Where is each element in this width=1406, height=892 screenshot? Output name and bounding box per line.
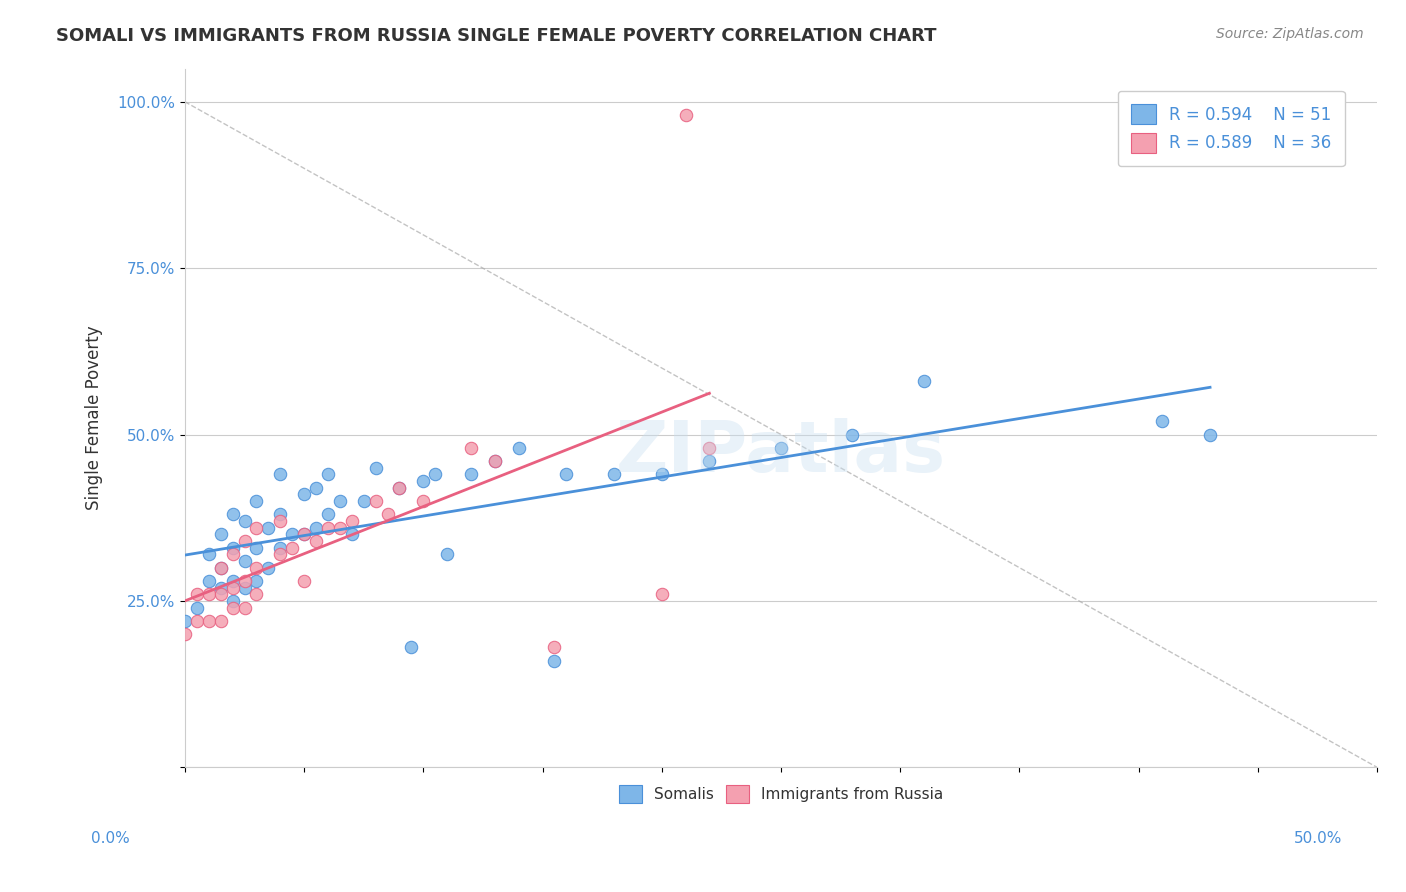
Point: [233, 533, 256, 548]
Point: [209, 560, 232, 574]
Point: [245, 574, 267, 588]
Point: [1199, 427, 1222, 442]
Point: [245, 494, 267, 508]
Point: [305, 521, 328, 535]
Point: [186, 614, 208, 628]
Point: [425, 467, 447, 482]
Point: [377, 508, 399, 522]
Point: [209, 587, 232, 601]
Point: [329, 521, 352, 535]
Point: [174, 614, 197, 628]
Point: [340, 527, 363, 541]
Point: [281, 541, 304, 555]
Point: [436, 547, 458, 561]
Point: [401, 640, 423, 655]
Point: [186, 600, 208, 615]
Point: [174, 627, 197, 641]
Point: [675, 108, 697, 122]
Point: [305, 481, 328, 495]
Point: [412, 494, 434, 508]
Point: [221, 508, 243, 522]
Point: [186, 587, 208, 601]
Point: [316, 467, 339, 482]
Point: [1152, 414, 1174, 428]
Point: [340, 514, 363, 528]
Point: [221, 574, 243, 588]
Point: [257, 521, 280, 535]
Point: [221, 541, 243, 555]
Point: [233, 574, 256, 588]
Point: [353, 494, 375, 508]
Point: [484, 454, 506, 468]
Point: [209, 527, 232, 541]
Point: [233, 514, 256, 528]
Point: [316, 508, 339, 522]
Point: [233, 554, 256, 568]
Point: [292, 574, 315, 588]
Point: [543, 654, 565, 668]
Point: [484, 454, 506, 468]
Point: [364, 494, 387, 508]
Text: Source: ZipAtlas.com: Source: ZipAtlas.com: [1216, 27, 1364, 41]
Point: [197, 614, 219, 628]
Point: [221, 600, 243, 615]
Point: [292, 527, 315, 541]
Point: [543, 640, 565, 655]
Point: [412, 474, 434, 488]
Point: [245, 587, 267, 601]
Point: [281, 527, 304, 541]
Point: [651, 467, 673, 482]
Point: [197, 547, 219, 561]
Point: [651, 587, 673, 601]
Point: [292, 527, 315, 541]
Point: [221, 547, 243, 561]
Point: [603, 467, 626, 482]
Point: [460, 467, 482, 482]
Point: [329, 494, 352, 508]
Point: [245, 560, 267, 574]
Point: [221, 594, 243, 608]
Point: [699, 441, 721, 455]
Text: 0.0%: 0.0%: [91, 831, 131, 846]
Point: [269, 514, 291, 528]
Point: [388, 481, 411, 495]
Point: [460, 441, 482, 455]
Text: SOMALI VS IMMIGRANTS FROM RUSSIA SINGLE FEMALE POVERTY CORRELATION CHART: SOMALI VS IMMIGRANTS FROM RUSSIA SINGLE …: [56, 27, 936, 45]
Point: [269, 547, 291, 561]
Point: [197, 587, 219, 601]
Point: [221, 581, 243, 595]
Point: [269, 467, 291, 482]
Point: [364, 460, 387, 475]
Point: [245, 541, 267, 555]
Point: [699, 454, 721, 468]
Point: [388, 481, 411, 495]
Point: [197, 574, 219, 588]
Point: [316, 521, 339, 535]
Point: [912, 374, 935, 388]
Text: 50.0%: 50.0%: [1295, 831, 1343, 846]
Point: [841, 427, 863, 442]
Text: ZIPatlas: ZIPatlas: [616, 418, 946, 487]
Point: [257, 560, 280, 574]
Point: [209, 581, 232, 595]
Point: [769, 441, 792, 455]
Point: [555, 467, 578, 482]
Point: [245, 521, 267, 535]
Point: [233, 600, 256, 615]
Point: [209, 614, 232, 628]
Point: [305, 533, 328, 548]
Point: [209, 560, 232, 574]
Point: [292, 487, 315, 501]
Point: [269, 508, 291, 522]
Y-axis label: Single Female Poverty: Single Female Poverty: [86, 326, 103, 510]
Point: [508, 441, 530, 455]
Point: [269, 541, 291, 555]
Legend: Somalis, Immigrants from Russia: Somalis, Immigrants from Russia: [606, 772, 956, 815]
Point: [233, 581, 256, 595]
